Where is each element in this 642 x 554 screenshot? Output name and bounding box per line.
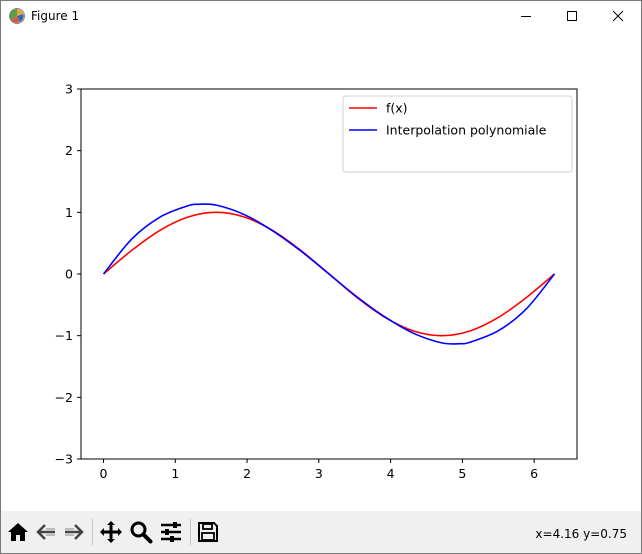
save-icon (198, 522, 218, 542)
zoom-icon (130, 521, 153, 544)
plot[interactable]: 0 1 2 3 4 5 6 −3 −2 −1 0 1 2 3 f(x) Interpolation polyn… (1, 31, 641, 511)
matplotlib-icon (9, 8, 25, 24)
close-icon (612, 10, 624, 22)
y-tick-label: 1 (65, 205, 73, 220)
zoom-button[interactable] (128, 519, 154, 545)
toolbar-separator (190, 519, 191, 545)
figure-canvas[interactable]: 0 1 2 3 4 5 6 −3 −2 −1 0 1 2 3 f(x) Interpolation polyn… (1, 31, 641, 511)
x-tick-label: 4 (387, 466, 395, 481)
close-button[interactable] (595, 1, 641, 31)
home-button[interactable] (5, 519, 31, 545)
x-tick-label: 5 (458, 466, 466, 481)
minimize-button[interactable] (503, 1, 549, 31)
forward-button[interactable] (61, 519, 87, 545)
y-tick-label: −1 (55, 328, 73, 343)
back-button[interactable] (33, 519, 59, 545)
navigation-toolbar: x=4.16 y=0.75 (1, 511, 641, 553)
y-tick-label: 2 (65, 143, 73, 158)
series-line-1 (102, 203, 556, 345)
window-title: Figure 1 (31, 9, 80, 23)
pan-icon (100, 521, 122, 543)
home-icon (8, 523, 28, 541)
legend-label: Interpolation polynomiale (386, 123, 547, 138)
legend-box (342, 95, 573, 173)
maximize-icon (567, 11, 577, 21)
forward-icon (65, 524, 84, 540)
pan-button[interactable] (98, 519, 124, 545)
x-tick-label: 6 (530, 466, 538, 481)
x-tick-label: 1 (171, 466, 179, 481)
x-tick-label: 2 (243, 466, 251, 481)
y-tick-label: 3 (65, 82, 73, 97)
cursor-coordinates: x=4.16 y=0.75 (535, 527, 627, 541)
save-button[interactable] (195, 519, 221, 545)
x-tick-label: 0 (100, 466, 108, 481)
legend-label: f(x) (386, 101, 408, 116)
y-tick-label: 0 (65, 267, 73, 282)
minimize-icon (521, 16, 531, 17)
y-tick-label: −2 (55, 390, 73, 405)
configure-subplots-icon (161, 522, 181, 542)
y-tick-label: −3 (55, 452, 73, 467)
x-tick-label: 3 (315, 466, 323, 481)
toolbar-separator (92, 519, 93, 545)
maximize-button[interactable] (549, 1, 595, 31)
back-icon (36, 524, 55, 540)
title-bar[interactable]: Figure 1 (1, 1, 641, 31)
configure-subplots-button[interactable] (158, 519, 184, 545)
